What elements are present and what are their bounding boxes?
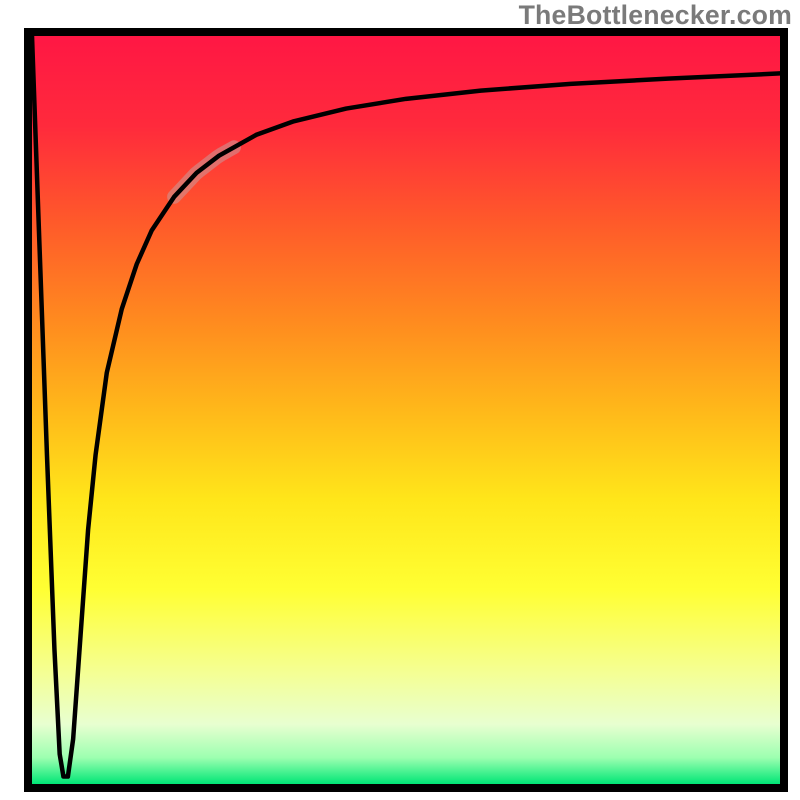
watermark-text: TheBottlenecker.com <box>519 0 792 31</box>
plot-frame <box>24 28 788 792</box>
plot-area <box>24 28 788 792</box>
chart-root: TheBottlenecker.com <box>0 0 800 800</box>
